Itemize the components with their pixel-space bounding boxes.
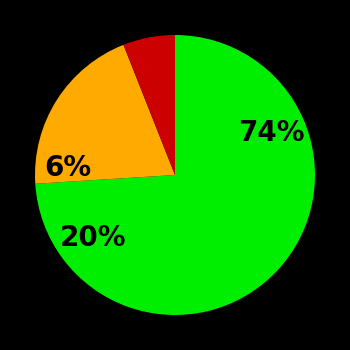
Wedge shape [35,45,175,184]
Text: 6%: 6% [44,154,91,182]
Text: 20%: 20% [60,224,126,252]
Text: 74%: 74% [238,119,304,147]
Wedge shape [35,35,315,315]
Wedge shape [124,35,175,175]
